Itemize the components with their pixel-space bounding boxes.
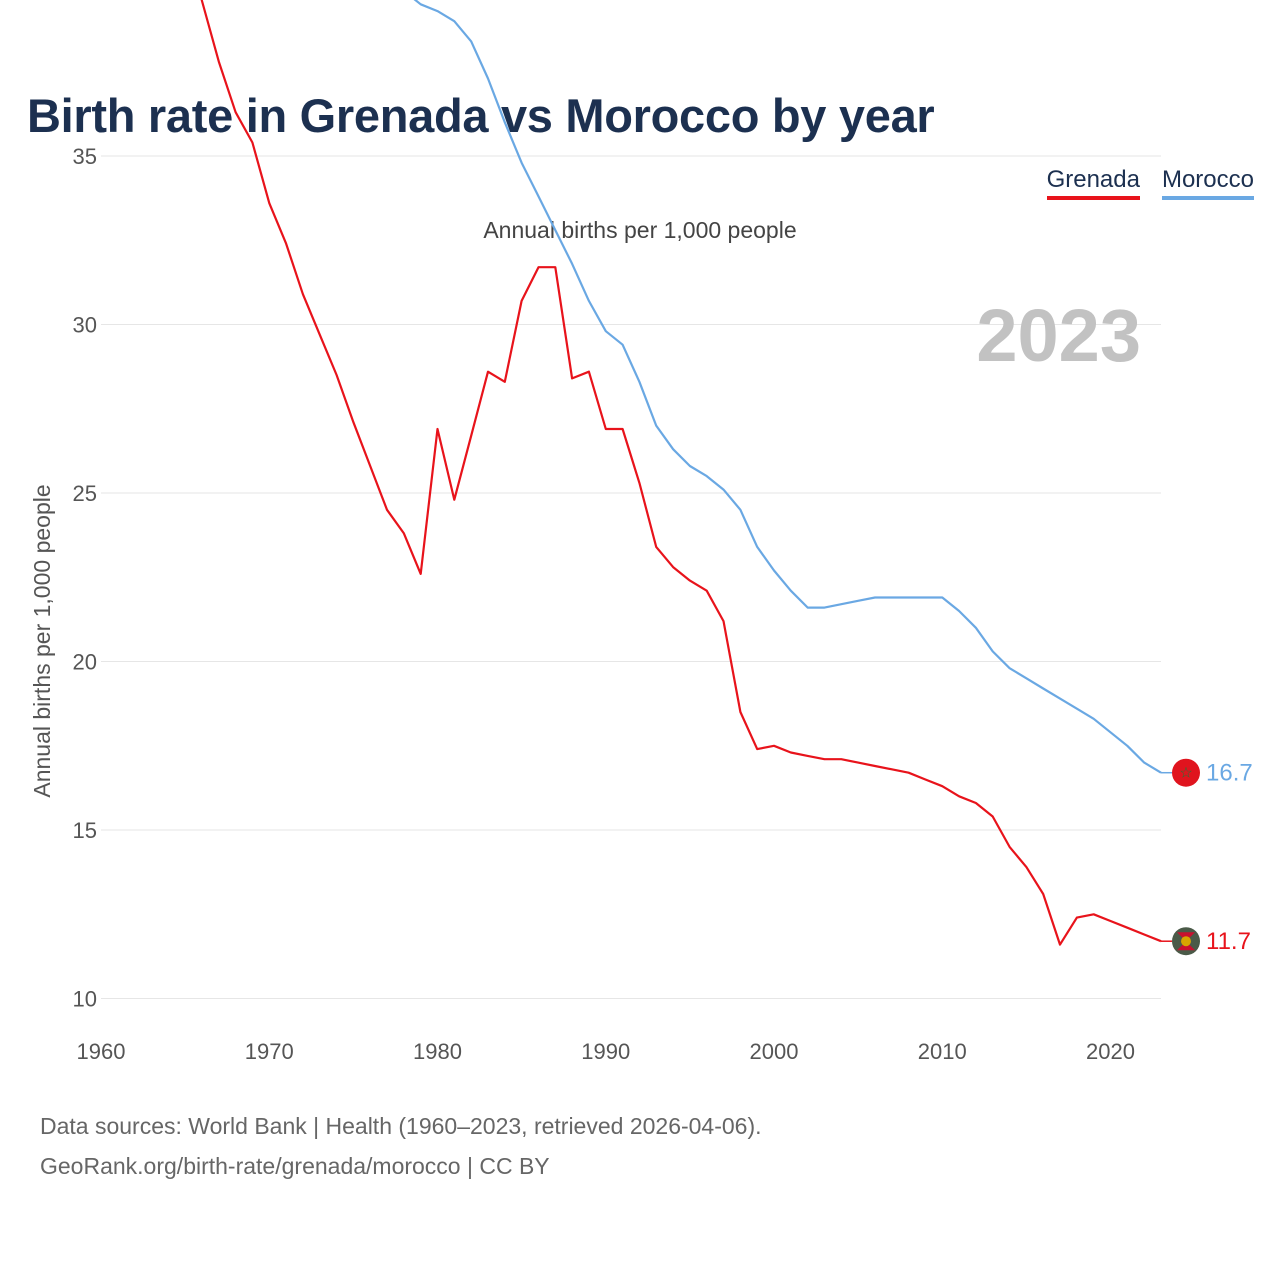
x-tick-label-2010: 2010 bbox=[918, 1039, 967, 1064]
morocco-flag-icon bbox=[1172, 758, 1200, 787]
chart-title: Birth rate in Grenada vs Morocco by year bbox=[27, 89, 935, 142]
source-url-link[interactable]: GeoRank.org/birth-rate/grenada/morocco |… bbox=[40, 1153, 550, 1179]
y-tick-label-30: 30 bbox=[73, 313, 97, 338]
y-tick-label-15: 15 bbox=[73, 818, 97, 843]
y-tick-label-20: 20 bbox=[73, 650, 97, 675]
x-tick-label-1990: 1990 bbox=[581, 1039, 630, 1064]
grenada-flag-center-icon bbox=[1181, 936, 1191, 947]
y-tick-label-25: 25 bbox=[73, 481, 97, 506]
y-axis-label: Annual births per 1,000 people bbox=[29, 484, 55, 797]
legend-item-morocco[interactable]: Morocco bbox=[1161, 166, 1254, 200]
x-tick-label-2020: 2020 bbox=[1086, 1039, 1135, 1064]
legend-item-grenada[interactable]: Grenada bbox=[1046, 166, 1140, 200]
end-value-label-morocco: 16.7 bbox=[1206, 760, 1253, 787]
series-line-morocco bbox=[413, 0, 1162, 774]
legend: Grenada Morocco bbox=[1046, 166, 1254, 200]
y-tick-label-10: 10 bbox=[73, 987, 97, 1012]
end-value-label-grenada: 11.7 bbox=[1206, 928, 1251, 955]
x-tick-label-1970: 1970 bbox=[245, 1039, 294, 1064]
chart-subtitle: Annual births per 1,000 people bbox=[483, 217, 797, 243]
x-tick-label-1980: 1980 bbox=[413, 1039, 462, 1064]
y-tick-label-40: 40 bbox=[73, 0, 97, 1]
y-tick-label-35: 35 bbox=[73, 144, 97, 169]
morocco-flag-star-icon: ☆ bbox=[1179, 764, 1192, 782]
data-sources-text: Data sources: World Bank | Health (1960–… bbox=[40, 1113, 762, 1139]
footer: Data sources: World Bank | Health (1960–… bbox=[40, 1106, 762, 1186]
year-label: 2023 bbox=[976, 294, 1141, 377]
line-chart: 1015202530354045501960197019801990200020… bbox=[29, 0, 1253, 1064]
x-tick-label-2000: 2000 bbox=[750, 1039, 799, 1064]
x-tick-label-1960: 1960 bbox=[77, 1039, 126, 1064]
series-line-grenada bbox=[200, 0, 1162, 946]
